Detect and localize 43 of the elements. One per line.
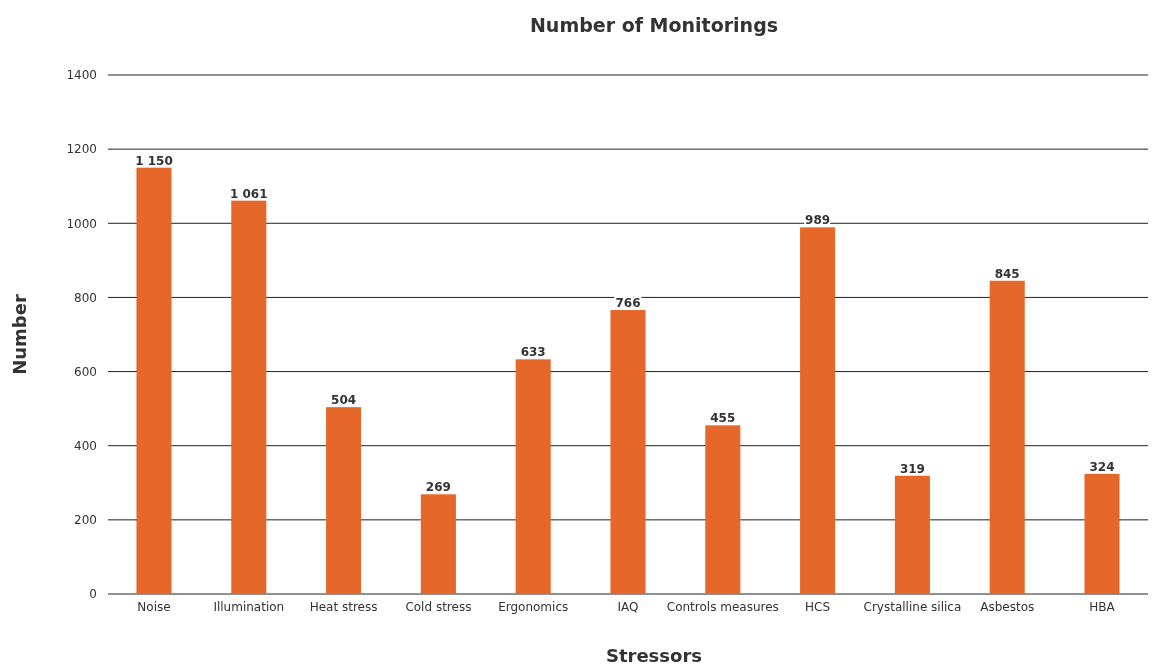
y-tick-label: 1400 [66,68,97,83]
chart-title: Number of Monitorings [529,14,779,36]
bar [136,167,172,594]
bar [515,359,551,594]
x-tick-label: Heat stress [309,600,378,615]
bar [1084,473,1120,594]
bar [231,200,267,594]
bar [705,425,741,594]
data-label: 633 [520,345,546,360]
data-label: 845 [994,266,1020,281]
data-label: 324 [1089,459,1115,474]
x-tick-label: HCS [805,600,831,615]
x-tick-label: Illumination [213,600,285,615]
y-tick-label: 1200 [66,142,97,157]
y-tick-label: 600 [74,364,97,379]
data-label: 269 [425,480,451,495]
x-tick-label: IAQ [617,600,639,615]
data-label: 455 [710,411,736,426]
x-tick-label: Asbestos [980,600,1035,615]
y-tick-label: 0 [89,587,97,602]
y-tick-label: 200 [74,513,97,528]
y-tick-label: 800 [74,290,97,305]
bar [989,280,1025,594]
data-label: 766 [615,296,641,311]
bar [326,407,362,594]
x-tick-label: Controls measures [666,600,779,615]
x-tick-label: Cold stress [405,600,472,615]
x-tick-label: Crystalline silica [863,600,962,615]
x-tick-label: HBA [1089,600,1116,615]
data-label: 504 [331,393,357,408]
bar [894,475,930,594]
y-tick-label: 400 [74,439,97,454]
x-axis-title: Stressors [605,645,703,666]
x-tick-label: Noise [137,600,171,615]
data-label: 1 061 [229,186,268,201]
bar [610,310,646,594]
data-label: 1 150 [135,153,173,168]
x-tick-label: Ergonomics [498,600,569,615]
data-label: 319 [899,461,925,476]
bar [800,227,836,594]
y-tick-label: 1000 [66,216,97,231]
y-axis-title: Number [9,294,30,375]
bar [420,494,456,594]
